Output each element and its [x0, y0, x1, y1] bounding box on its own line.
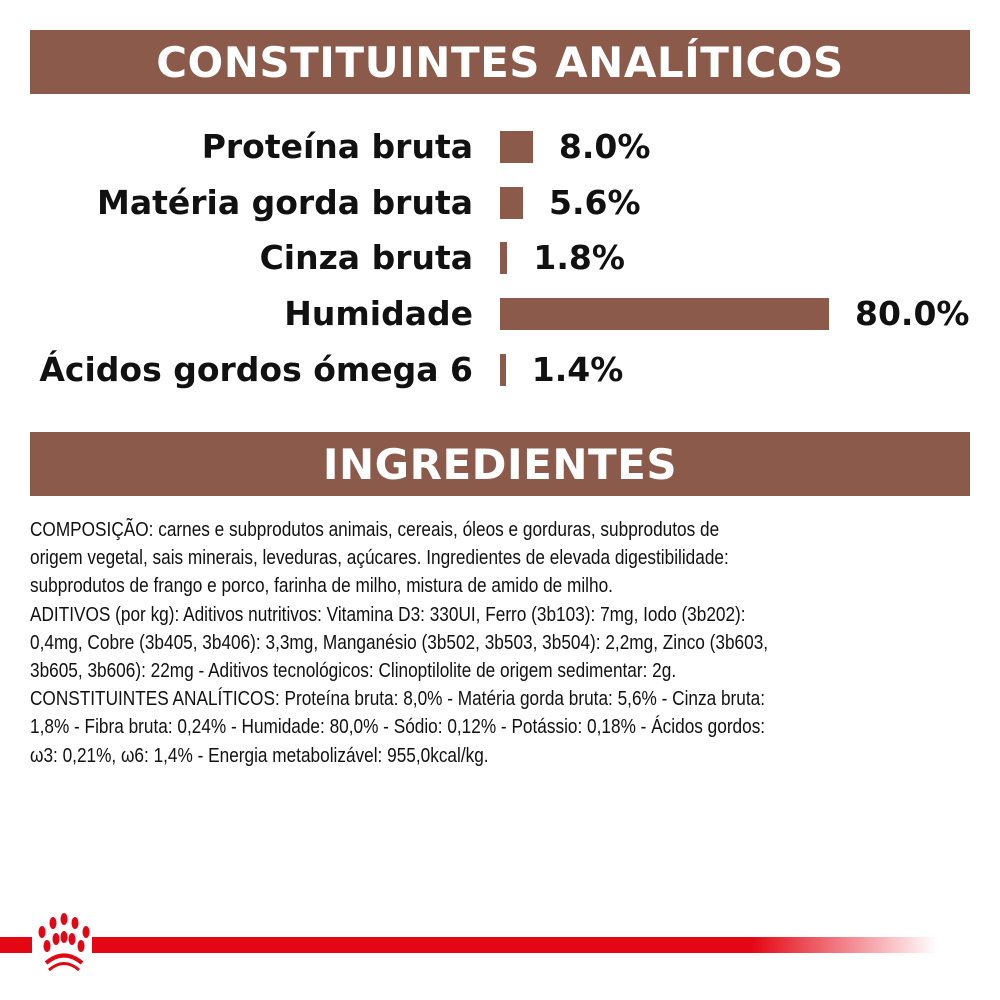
ingredients-line: 1,8% - Fibra bruta: 0,24% - Humidade: 80… — [30, 715, 766, 739]
chart-row: Matéria gorda bruta 5.6% — [0, 183, 1000, 223]
ingredients-text: COMPOSIÇÃO: carnes e subprodutos animais… — [30, 516, 909, 770]
value-label: 8.0% — [558, 127, 651, 166]
ingredients-line: ω3: 0,21%, ω6: 1,4% - Energia metabolizá… — [30, 743, 489, 767]
royal-canin-crown-icon — [38, 913, 90, 972]
brand-stripe-right — [92, 937, 937, 953]
chart-row: Cinza bruta 1.8% — [0, 238, 1000, 278]
chart-row: Ácidos gordos ómega 6 1.4% — [0, 350, 1000, 390]
value-label: 1.8% — [533, 238, 625, 277]
chart-row: Proteína bruta 8.0% — [0, 127, 1000, 167]
category-label: Proteína bruta — [201, 127, 473, 166]
bar — [500, 298, 829, 330]
ingredients-line: 3b605, 3b606): 22mg - Aditivos tecnológi… — [30, 659, 677, 683]
brand-stripe-left — [0, 937, 32, 953]
category-label: Humidade — [284, 294, 473, 333]
ingredients-line: ADITIVOS (por kg): Aditivos nutritivos: … — [30, 602, 746, 626]
ingredients-line: 0,4mg, Cobre (3b405, 3b406): 3,3mg, Mang… — [30, 630, 769, 654]
analytical-constituents-header: CONSTITUINTES ANALÍTICOS — [30, 30, 970, 94]
bar — [500, 131, 533, 163]
ingredients-line: CONSTITUINTES ANALÍTICOS: Proteína bruta… — [30, 687, 766, 711]
category-label: Matéria gorda bruta — [97, 183, 473, 222]
value-label: 1.4% — [531, 350, 624, 389]
value-label: 80.0% — [855, 294, 970, 333]
category-label: Ácidos gordos ómega 6 — [39, 350, 473, 389]
bar — [500, 354, 506, 386]
chart-row: Humidade 80.0% — [0, 294, 1000, 334]
ingredients-header: INGREDIENTES — [30, 432, 970, 496]
ingredients-line: COMPOSIÇÃO: carnes e subprodutos animais… — [30, 518, 720, 541]
ingredients-line: origem vegetal, sais minerais, leveduras… — [30, 546, 729, 570]
ingredients-line: subprodutos de frango e porco, farinha d… — [30, 574, 613, 598]
bar — [500, 242, 508, 274]
category-label: Cinza bruta — [259, 238, 473, 277]
bar — [500, 187, 524, 219]
constituents-bar-chart: Proteína bruta 8.0% Matéria gorda bruta 5.6… — [0, 110, 1000, 410]
value-label: 5.6% — [549, 183, 641, 222]
